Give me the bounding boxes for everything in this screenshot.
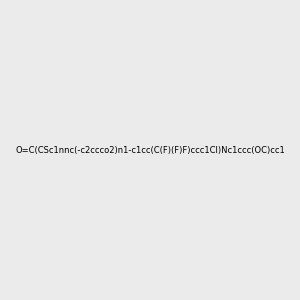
- Text: O=C(CSc1nnc(-c2ccco2)n1-c1cc(C(F)(F)F)ccc1Cl)Nc1ccc(OC)cc1: O=C(CSc1nnc(-c2ccco2)n1-c1cc(C(F)(F)F)cc…: [15, 146, 285, 154]
